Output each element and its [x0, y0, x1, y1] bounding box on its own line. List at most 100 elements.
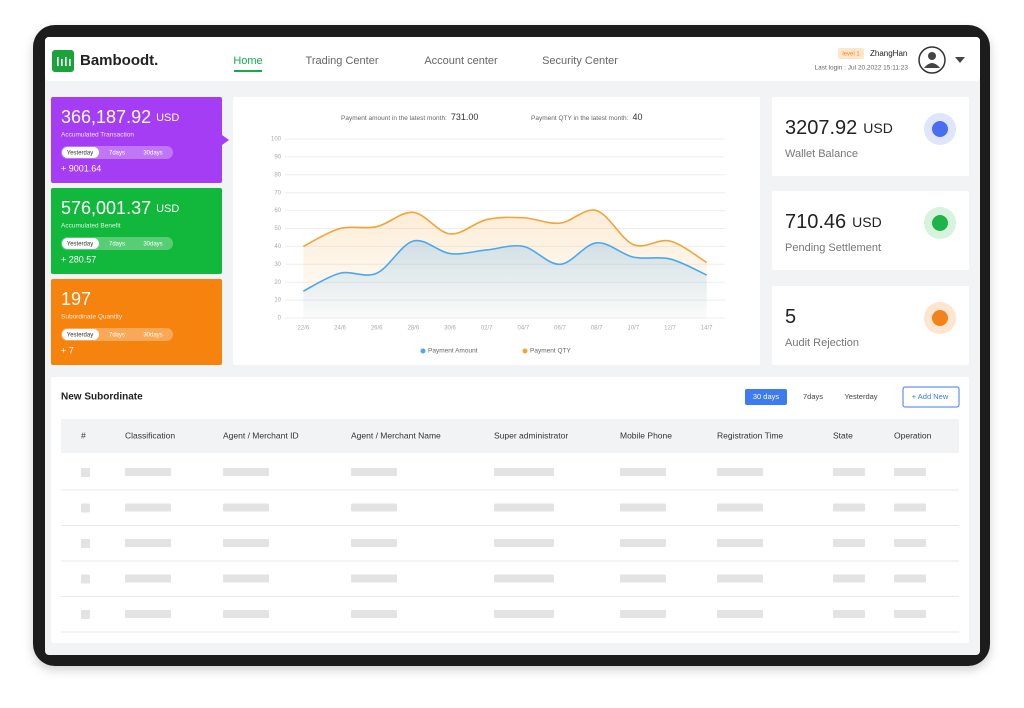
placeholder	[81, 468, 90, 477]
level-text: level 1	[842, 52, 860, 58]
y-tick-label: 60	[274, 208, 281, 214]
chart-summary: Payment QTY in the latest month: 40	[531, 112, 642, 122]
avatar[interactable]	[918, 46, 946, 74]
tab[interactable]: 7days	[109, 151, 125, 157]
tab[interactable]: 30days	[143, 333, 162, 339]
placeholder	[223, 610, 269, 618]
column-header: Super administrator	[494, 430, 568, 440]
y-tick-label: 30	[274, 262, 281, 268]
placeholder	[833, 574, 865, 583]
top-bar	[45, 37, 980, 81]
card-change: + 7	[61, 345, 74, 355]
summary-card	[51, 188, 222, 274]
unit: USD	[156, 203, 179, 215]
placeholder	[223, 539, 269, 547]
placeholder	[717, 539, 763, 547]
logo-bar	[57, 57, 59, 66]
logo-bar	[65, 57, 67, 66]
placeholder	[833, 468, 865, 476]
line	[302, 239, 707, 292]
x-tick-label: 14/7	[701, 326, 713, 332]
column-header: #	[81, 430, 86, 440]
placeholder	[81, 539, 90, 548]
tab[interactable]: Yesterday	[67, 242, 93, 248]
last-login: Last login : Jul 20,2022 15:11:23	[815, 65, 909, 72]
x-tick-label: 12/7	[664, 326, 676, 332]
x-tick-label: 28/6	[407, 326, 419, 332]
placeholder	[351, 610, 397, 618]
legend-label: Payment QTY	[530, 348, 571, 355]
placeholder	[351, 503, 397, 512]
level-badge	[838, 48, 864, 59]
icon	[932, 310, 948, 326]
x-tick-label: 22/6	[297, 326, 309, 332]
legend-swatch	[420, 348, 426, 354]
balance-label: Pending Settlement	[785, 242, 881, 254]
balance-value: 5	[785, 306, 796, 328]
balance-card	[772, 286, 969, 365]
legend-swatch	[522, 348, 528, 354]
table-header	[61, 419, 959, 453]
tab[interactable]: 30days	[143, 242, 162, 248]
nav-item[interactable]: Account center	[424, 55, 498, 67]
filter[interactable]: 7days	[803, 392, 823, 401]
add-button[interactable]	[902, 386, 960, 408]
value: 3207.92	[785, 117, 857, 139]
line	[302, 209, 708, 264]
y-tick-label: 10	[274, 298, 281, 304]
column-header: Classification	[125, 430, 175, 440]
nav-item[interactable]: Security Center	[542, 55, 618, 67]
card-label: Subordinate Quantity	[61, 314, 123, 321]
placeholder	[894, 610, 926, 618]
placeholder	[717, 468, 763, 476]
tab-active	[62, 238, 99, 249]
placeholder	[494, 503, 554, 512]
tab[interactable]: Yesterday	[67, 151, 93, 157]
tab[interactable]: 7days	[109, 242, 125, 248]
placeholder	[717, 610, 763, 618]
dropdown[interactable]	[955, 57, 965, 63]
placeholder	[620, 468, 666, 476]
placeholder	[223, 503, 269, 512]
value: 197	[61, 289, 91, 309]
add-button-label[interactable]: + Add New	[912, 392, 949, 401]
card-value: 576,001.37 USD	[61, 198, 179, 218]
summary-value: 40	[632, 112, 642, 122]
placeholder	[620, 503, 666, 512]
summary-card	[51, 279, 222, 365]
icon	[932, 121, 948, 137]
placeholder	[125, 503, 171, 512]
x-tick-label: 06/7	[554, 326, 566, 332]
placeholder	[125, 574, 171, 583]
placeholder	[894, 574, 926, 583]
tab[interactable]: 30days	[143, 151, 162, 157]
y-tick-label: 20	[274, 280, 281, 286]
x-tick-label: 08/7	[591, 326, 603, 332]
placeholder	[717, 574, 763, 583]
unit: USD	[863, 120, 893, 136]
summary-label: Payment QTY in the latest month:	[531, 115, 629, 122]
filter[interactable]: Yesterday	[844, 392, 877, 401]
y-tick-label: 80	[274, 172, 281, 178]
summary-card	[51, 97, 222, 183]
placeholder	[833, 503, 865, 512]
filter-active	[745, 389, 787, 405]
nav-item[interactable]: Trading Center	[306, 55, 379, 67]
tab[interactable]: 7days	[109, 333, 125, 339]
card-pointer	[222, 135, 229, 145]
nav-item[interactable]: Home	[233, 55, 262, 67]
avatar-body	[924, 63, 940, 68]
placeholder	[833, 610, 865, 618]
placeholder	[494, 468, 554, 476]
tab[interactable]: Yesterday	[67, 333, 93, 339]
x-tick-label: 04/7	[517, 326, 529, 332]
unit: USD	[852, 214, 882, 230]
unit: USD	[156, 112, 179, 124]
logo-icon	[52, 50, 74, 72]
column-header: Mobile Phone	[620, 430, 672, 440]
x-tick-label: 10/7	[627, 326, 639, 332]
filter[interactable]: 30 days	[753, 392, 780, 401]
balance-card	[772, 97, 969, 176]
